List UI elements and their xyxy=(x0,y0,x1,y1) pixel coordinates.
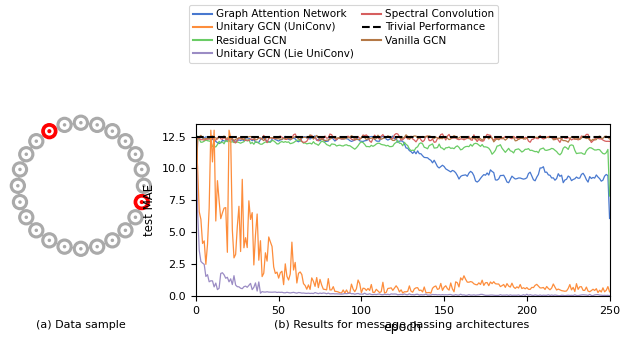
Y-axis label: test MAE: test MAE xyxy=(143,184,156,236)
Circle shape xyxy=(96,246,98,248)
Circle shape xyxy=(93,120,101,129)
Circle shape xyxy=(143,185,145,187)
Circle shape xyxy=(22,150,30,159)
Circle shape xyxy=(45,127,53,135)
Circle shape xyxy=(16,165,24,174)
Circle shape xyxy=(96,124,98,126)
Circle shape xyxy=(19,210,34,225)
Circle shape xyxy=(128,147,143,162)
Circle shape xyxy=(138,198,146,206)
Circle shape xyxy=(63,246,65,248)
Circle shape xyxy=(29,134,44,149)
Circle shape xyxy=(49,239,50,241)
Text: (b) Results for message passing architectures: (b) Results for message passing architec… xyxy=(274,320,529,330)
Circle shape xyxy=(121,137,130,146)
Circle shape xyxy=(118,223,133,238)
Circle shape xyxy=(141,201,143,203)
Circle shape xyxy=(57,117,72,132)
Circle shape xyxy=(108,236,117,245)
Circle shape xyxy=(26,216,27,218)
Circle shape xyxy=(136,178,151,193)
Circle shape xyxy=(42,124,57,139)
Circle shape xyxy=(60,242,69,251)
Circle shape xyxy=(22,213,30,222)
Legend: Graph Attention Network, Unitary GCN (UniConv), Residual GCN, Unitary GCN (Lie U: Graph Attention Network, Unitary GCN (Un… xyxy=(188,5,498,63)
Circle shape xyxy=(90,117,104,132)
Circle shape xyxy=(139,181,148,190)
Text: (a) Data sample: (a) Data sample xyxy=(36,320,126,330)
Circle shape xyxy=(77,245,85,253)
X-axis label: epoch: epoch xyxy=(384,321,422,334)
Circle shape xyxy=(73,241,88,256)
Circle shape xyxy=(105,233,120,248)
Circle shape xyxy=(14,181,22,190)
Circle shape xyxy=(35,140,37,142)
Circle shape xyxy=(80,122,82,124)
Circle shape xyxy=(60,120,69,129)
Circle shape xyxy=(63,124,65,126)
Circle shape xyxy=(73,115,88,130)
Circle shape xyxy=(134,216,136,218)
Circle shape xyxy=(48,130,50,132)
Circle shape xyxy=(111,239,113,241)
Circle shape xyxy=(16,198,24,206)
Circle shape xyxy=(134,162,149,177)
Circle shape xyxy=(118,134,133,149)
Circle shape xyxy=(45,236,53,245)
Circle shape xyxy=(124,140,126,142)
Circle shape xyxy=(137,165,146,174)
Circle shape xyxy=(121,226,130,235)
Circle shape xyxy=(42,233,57,248)
Circle shape xyxy=(11,178,26,193)
Circle shape xyxy=(19,201,21,203)
Circle shape xyxy=(93,242,101,251)
Circle shape xyxy=(90,239,104,254)
Circle shape xyxy=(105,124,120,139)
Circle shape xyxy=(32,226,40,235)
Circle shape xyxy=(19,169,21,171)
Circle shape xyxy=(12,162,27,177)
Circle shape xyxy=(35,229,37,232)
Circle shape xyxy=(134,195,149,209)
Circle shape xyxy=(77,118,85,127)
Circle shape xyxy=(29,223,44,238)
Circle shape xyxy=(32,137,40,146)
Circle shape xyxy=(80,248,82,250)
Circle shape xyxy=(19,147,34,162)
Circle shape xyxy=(108,127,117,136)
Circle shape xyxy=(141,169,143,171)
Circle shape xyxy=(128,210,143,225)
Circle shape xyxy=(111,130,113,132)
Circle shape xyxy=(131,213,140,222)
Circle shape xyxy=(26,153,27,155)
Circle shape xyxy=(134,153,136,155)
Circle shape xyxy=(57,239,72,254)
Circle shape xyxy=(124,229,126,232)
Circle shape xyxy=(17,185,19,187)
Circle shape xyxy=(12,195,27,209)
Circle shape xyxy=(131,150,140,159)
